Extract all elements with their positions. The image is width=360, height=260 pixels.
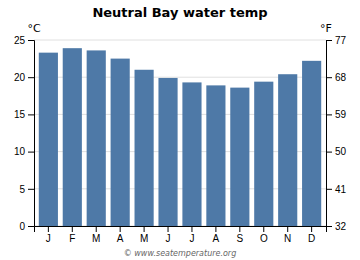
tick-label: A — [213, 233, 220, 244]
y-axis-label: °C — [27, 22, 41, 35]
tick: J — [189, 226, 194, 244]
tick: 59 — [326, 109, 347, 120]
y-axis: 0 5 10 15 20 25 — [14, 35, 35, 232]
y2-axis-label: °F — [320, 22, 332, 35]
tick: 77 — [326, 35, 347, 46]
tick-label: N — [284, 233, 291, 244]
bars — [39, 48, 321, 226]
tick-label: 68 — [335, 72, 347, 83]
tick-mark — [326, 152, 332, 153]
tick-mark — [326, 226, 332, 227]
tick-label: J — [46, 233, 51, 244]
tick-mark — [28, 152, 34, 153]
annotation: © www.seatemperature.org — [124, 249, 236, 258]
tick-label: 0 — [19, 221, 25, 232]
axis-line — [28, 41, 35, 227]
bar — [278, 74, 297, 226]
tick: A — [213, 226, 220, 244]
tick-label: 5 — [19, 184, 25, 195]
tick-mark — [28, 189, 34, 190]
tick: 25 — [14, 35, 34, 46]
tick-mark — [326, 114, 332, 115]
bar — [39, 53, 58, 226]
tick: N — [284, 226, 291, 244]
tick: 10 — [14, 146, 34, 157]
tick-mark — [120, 226, 121, 232]
tick-label: O — [260, 233, 268, 244]
tick-mark — [263, 226, 264, 232]
tick-mark — [239, 226, 240, 232]
tick: 20 — [14, 72, 34, 83]
tick-label: 50 — [335, 146, 347, 157]
bar — [135, 70, 154, 226]
tick: J — [166, 226, 171, 244]
tick-mark — [72, 226, 73, 232]
plot-area: J F M A M J J A S O N D 0 5 10 15 20 25 32 41 50 59 68 77 — [14, 35, 347, 244]
y2-axis: 32 41 50 59 68 77 — [326, 35, 347, 232]
tick-label: M — [140, 233, 148, 244]
tick-label: 15 — [14, 109, 26, 120]
tick-label: 20 — [14, 72, 26, 83]
tick-mark — [326, 77, 332, 78]
tick: 32 — [326, 221, 347, 232]
bar — [111, 59, 130, 226]
tick-label: 32 — [335, 221, 347, 232]
tick-label: S — [237, 233, 244, 244]
tick: D — [308, 226, 315, 244]
tick-mark — [326, 40, 332, 41]
tick: M — [140, 226, 148, 244]
tick-label: 41 — [335, 184, 347, 195]
tick: 41 — [326, 184, 347, 195]
tick-mark — [28, 40, 34, 41]
tick-mark — [28, 114, 34, 115]
axis-line — [35, 227, 327, 233]
tick: O — [260, 226, 268, 244]
axis-line — [327, 41, 333, 227]
tick-label: J — [189, 233, 194, 244]
tick-label: A — [117, 233, 124, 244]
bar — [206, 85, 225, 226]
tick-label: 25 — [14, 35, 26, 46]
bar — [63, 48, 82, 226]
tick-label: 59 — [335, 109, 347, 120]
tick-label: J — [166, 233, 171, 244]
bar — [182, 82, 201, 226]
tick: 5 — [19, 184, 34, 195]
tick-mark — [28, 226, 34, 227]
bar — [87, 50, 106, 226]
tick-mark — [144, 226, 145, 232]
title: Neutral Bay water temp — [92, 5, 267, 20]
tick-mark — [48, 226, 49, 232]
tick-mark — [215, 226, 216, 232]
tick: J — [46, 226, 51, 244]
bar — [158, 78, 177, 226]
tick: 68 — [326, 72, 347, 83]
tick-mark — [28, 77, 34, 78]
tick-mark — [287, 226, 288, 232]
tick-label: M — [92, 233, 100, 244]
tick: 15 — [14, 109, 34, 120]
tick-label: D — [308, 233, 315, 244]
bar — [302, 61, 321, 226]
tick-mark — [311, 226, 312, 232]
tick-mark — [326, 189, 332, 190]
grid-line — [34, 40, 326, 41]
bar — [254, 82, 273, 226]
tick-label: 77 — [335, 35, 347, 46]
x-axis: JFMAMJJASOND — [35, 226, 327, 244]
tick: A — [117, 226, 124, 244]
tick: 0 — [19, 221, 34, 232]
grid — [34, 40, 326, 226]
tick-mark — [168, 226, 169, 232]
tick: S — [237, 226, 244, 244]
tick: M — [92, 226, 100, 244]
chart: J F M A M J J A S O N D 0 5 10 15 20 25 32 41 50 59 68 77 °C °F Ne… — [0, 0, 360, 260]
tick-mark — [96, 226, 97, 232]
tick: 50 — [326, 146, 347, 157]
tick-label: F — [69, 233, 75, 244]
tick: F — [69, 226, 75, 244]
bar — [230, 88, 249, 226]
tick-label: 10 — [14, 146, 26, 157]
tick-mark — [191, 226, 192, 232]
